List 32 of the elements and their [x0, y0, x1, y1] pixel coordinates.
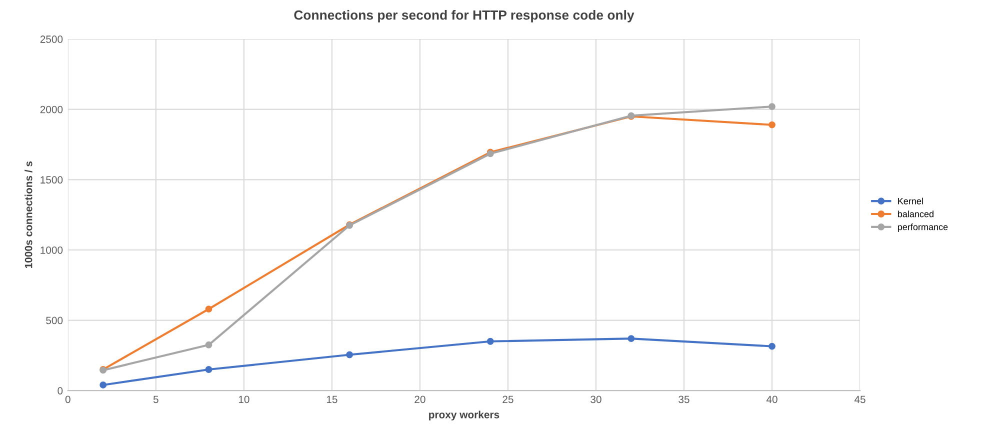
- y-axis-title: 1000s connections / s: [24, 161, 32, 268]
- legend-label: Kernel: [898, 198, 923, 204]
- x-tick-label: 5: [153, 396, 158, 404]
- y-tick-label: 0: [58, 387, 63, 394]
- x-tick-label: 20: [414, 396, 426, 404]
- x-tick-label: 45: [854, 396, 866, 404]
- point: [768, 103, 776, 110]
- x-axis-title: proxy workers: [429, 410, 500, 420]
- y-tick-label: 2000: [40, 106, 63, 114]
- point: [768, 342, 776, 350]
- point: [100, 382, 107, 388]
- point: [768, 121, 776, 128]
- point: [486, 338, 494, 345]
- chart-title: Connections per second for HTTP response code only: [294, 10, 634, 22]
- y-tick-label: 500: [46, 316, 63, 324]
- x-tick-label: 30: [590, 396, 602, 404]
- x-tick-label: 15: [326, 396, 338, 404]
- x-tick-label: 40: [766, 396, 778, 404]
- point: [205, 306, 212, 313]
- legend-label: performance: [898, 224, 948, 232]
- point: [205, 341, 212, 348]
- x-tick-label: 0: [65, 396, 70, 404]
- point: [628, 335, 635, 342]
- legend-label: balanced: [898, 210, 934, 218]
- point: [346, 351, 354, 358]
- y-tick-label: 2500: [40, 36, 63, 43]
- x-tick-label: 10: [238, 396, 250, 404]
- x-tick-label: 35: [678, 396, 690, 404]
- point: [205, 366, 212, 373]
- x-tick-label: 25: [502, 396, 514, 404]
- y-tick-label: 1500: [40, 176, 63, 184]
- y-tick-label: 1000: [40, 246, 63, 254]
